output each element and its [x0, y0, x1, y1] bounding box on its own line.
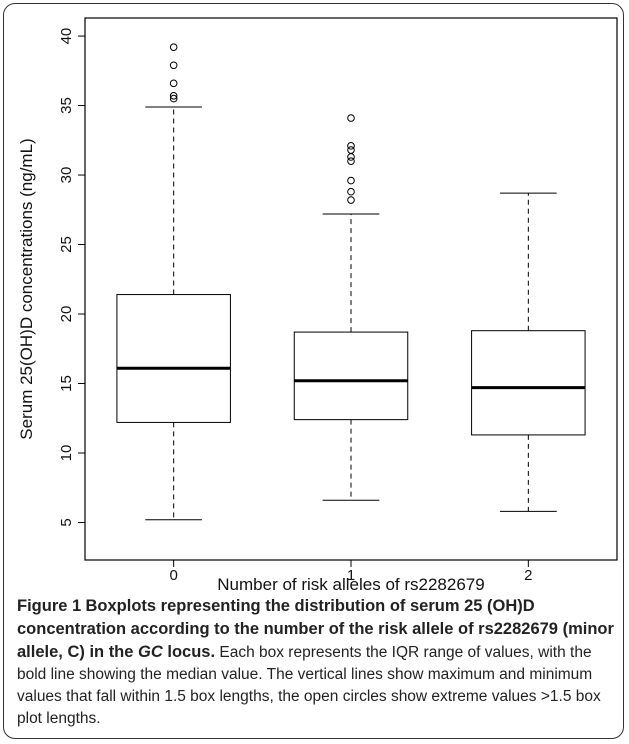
caption-text: Each box represents the IQR range of val… — [17, 644, 601, 727]
outlier — [347, 114, 355, 122]
y-tick-label: 30 — [58, 167, 75, 184]
figure-border — [3, 3, 624, 739]
outlier — [169, 43, 178, 51]
box — [116, 294, 231, 423]
x-tick-label: 0 — [169, 567, 177, 584]
outlier — [347, 176, 355, 185]
chart: Number of risk alleles of rs2282679 Seru… — [17, 17, 618, 594]
caption-title: Boxplots representing the distribution o… — [17, 597, 614, 661]
y-tick-label: 5 — [58, 518, 75, 526]
box — [471, 330, 586, 436]
caption-title-end: locus. — [162, 643, 216, 661]
outlier — [169, 79, 178, 88]
y-axis-label: Serum 25(OH)D concentrations (ng/mL) — [17, 138, 36, 439]
outlier — [347, 153, 355, 161]
y-tick-label: 15 — [58, 375, 75, 392]
caption: Figure 1 Boxplots representing the distr… — [17, 595, 617, 730]
outlier — [347, 142, 355, 150]
outlier — [169, 92, 178, 100]
outlier — [347, 146, 355, 154]
box — [293, 331, 409, 421]
y-tick-label: 20 — [58, 306, 75, 323]
outlier — [169, 94, 178, 103]
caption-label: Figure 1 — [17, 597, 82, 615]
y-tick-label: 40 — [58, 28, 75, 45]
outlier — [347, 157, 355, 165]
y-tick-label: 25 — [58, 236, 75, 253]
y-tick-label: 35 — [58, 97, 75, 114]
outlier — [347, 187, 355, 196]
x-tick-label: 2 — [524, 567, 532, 584]
plot-frame — [84, 17, 618, 561]
x-tick-label: 1 — [347, 567, 355, 584]
outlier — [347, 196, 355, 204]
x-axis-label: Number of risk alleles of rs2282679 — [217, 575, 484, 594]
outlier — [169, 61, 178, 70]
caption-title-italic: GC — [138, 643, 163, 661]
y-tick-label: 10 — [58, 445, 75, 462]
